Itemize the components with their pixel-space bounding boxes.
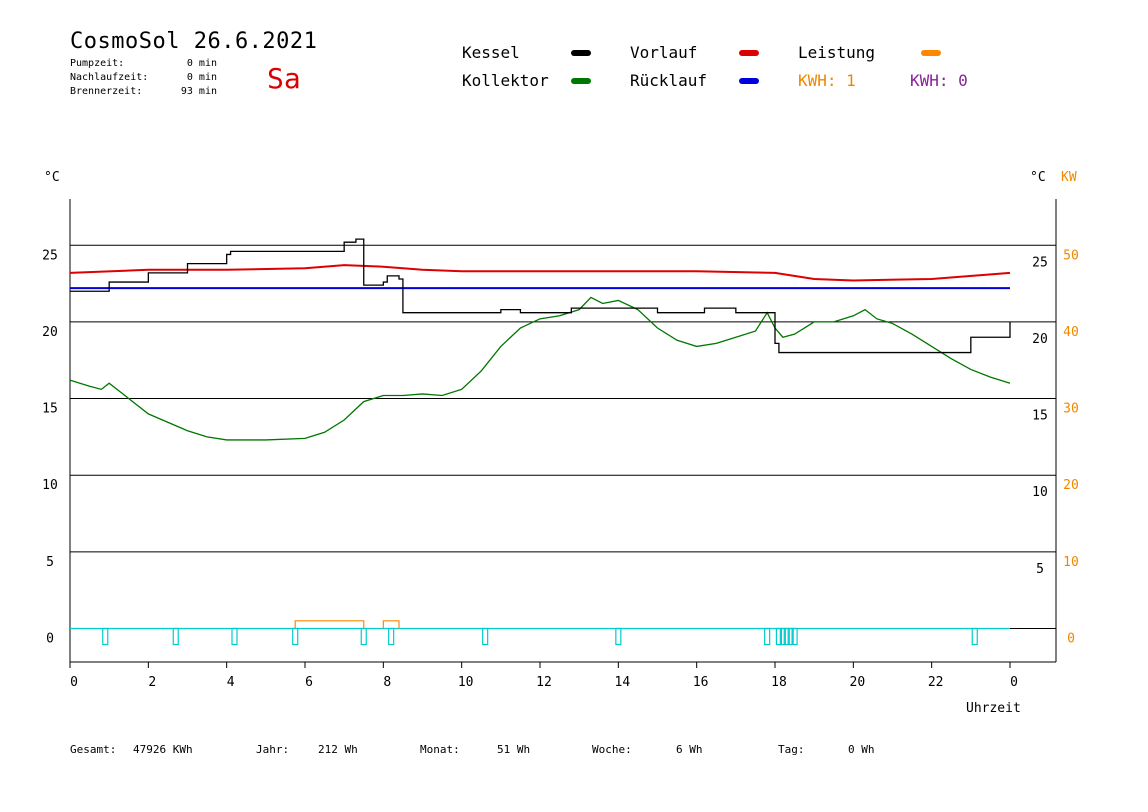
- x-axis-label: Uhrzeit: [966, 701, 1021, 716]
- pump-pulse: [971, 627, 978, 646]
- x-tick-label: 22: [928, 675, 944, 690]
- series-kessel: [70, 238, 1011, 354]
- pump-pulse: [764, 627, 771, 646]
- right-axis-unit: °C: [1030, 170, 1046, 185]
- y-right-kw-tick-label: 0: [1067, 632, 1075, 647]
- nachlaufzeit-label: Nachlaufzeit:: [70, 72, 149, 83]
- right-axis-unit-kw: KW: [1061, 170, 1077, 185]
- pump-pulse: [775, 627, 783, 646]
- pump-pulse: [779, 627, 786, 646]
- legend-vorlauf-swatch: [739, 50, 759, 56]
- x-tick-label: 6: [305, 675, 313, 690]
- pump-pulse: [172, 627, 179, 646]
- y-left-tick-label: 25: [42, 248, 58, 263]
- series-kollektor: [69, 296, 1011, 441]
- pump-pulse: [783, 627, 790, 646]
- y-right-tick-label: 20: [1032, 332, 1048, 347]
- left-axis-unit: °C: [44, 170, 60, 185]
- footer-monat-value: 51 Wh: [497, 743, 531, 756]
- footer-monat-label: Monat:: [420, 743, 460, 756]
- x-tick-label: 12: [536, 675, 552, 690]
- y-right-kw-tick-label: 40: [1063, 325, 1079, 340]
- y-left-tick-label: 5: [46, 555, 54, 570]
- series-vorlauf: [69, 264, 1011, 282]
- y-left-tick-label: 15: [42, 402, 58, 417]
- x-tick-label: 18: [771, 675, 787, 690]
- x-tick-label: 2: [148, 675, 156, 690]
- pump-pulse: [791, 627, 798, 646]
- y-right-tick-label: 15: [1032, 409, 1048, 424]
- y-right-tick-label: 25: [1032, 255, 1048, 270]
- y-right-tick-label: 10: [1032, 485, 1048, 500]
- x-tick-label: 4: [227, 675, 235, 690]
- legend-kollektor-swatch: [571, 78, 591, 84]
- x-tick-label: 10: [458, 675, 474, 690]
- pump-pulse: [388, 627, 395, 646]
- pump-pulse: [102, 627, 109, 646]
- pump-pulse: [292, 627, 299, 646]
- pump-pulse: [231, 627, 238, 646]
- pump-pulse: [787, 627, 794, 646]
- legend-leistung-swatch: [921, 50, 941, 56]
- legend-kwh0-label: KWH: 0: [910, 71, 968, 90]
- footer-tag-label: Tag:: [778, 743, 805, 756]
- legend-ruecklauf-swatch: [739, 78, 759, 84]
- legend-ruecklauf-label: Rücklauf: [630, 71, 708, 90]
- pumpzeit-value: 0 min: [186, 58, 217, 69]
- x-tick-label: 0: [1010, 675, 1018, 690]
- footer-gesamt-value: 47926 KWh: [133, 743, 193, 756]
- y-left-tick-label: 20: [42, 325, 58, 340]
- pump-pulse: [360, 627, 367, 646]
- footer-jahr-label: Jahr:: [256, 743, 290, 756]
- legend-kollektor-label: Kollektor: [462, 71, 549, 90]
- y-right-kw-tick-label: 20: [1063, 478, 1079, 493]
- legend-kwh1-label: KWH: 1: [798, 71, 856, 90]
- x-tick-label: 20: [850, 675, 866, 690]
- weekday-label: Sa: [267, 62, 301, 95]
- footer-woche-value: 6 Wh: [676, 743, 703, 756]
- brennerzeit-value: 93 min: [180, 86, 217, 97]
- y-right-kw-tick-label: 30: [1063, 402, 1079, 417]
- y-left-tick-label: 10: [42, 478, 58, 493]
- pump-pulse: [615, 627, 622, 646]
- nachlaufzeit-value: 0 min: [186, 72, 217, 83]
- y-right-kw-tick-label: 50: [1063, 248, 1079, 263]
- legend-kessel-swatch: [571, 50, 591, 56]
- x-tick-label: 14: [615, 675, 631, 690]
- x-tick-label: 16: [693, 675, 709, 690]
- brennerzeit-label: Brennerzeit:: [70, 86, 143, 97]
- y-right-tick-label: 5: [1036, 562, 1044, 577]
- y-right-kw-tick-label: 10: [1063, 555, 1079, 570]
- legend-leistung-label: Leistung: [798, 43, 876, 62]
- x-tick-label: 0: [70, 675, 78, 690]
- pumpzeit-label: Pumpzeit:: [70, 58, 125, 69]
- chart-title: CosmoSol 26.6.2021: [70, 29, 318, 54]
- leistung-block: [294, 620, 365, 629]
- footer-tag-value: 0 Wh: [848, 743, 875, 756]
- legend-kessel-label: Kessel: [462, 43, 520, 62]
- footer-jahr-value: 212 Wh: [318, 743, 358, 756]
- legend-vorlauf-label: Vorlauf: [630, 43, 698, 62]
- y-left-tick-label: 0: [46, 632, 54, 647]
- footer-gesamt-label: Gesamt:: [70, 743, 117, 756]
- footer-woche-label: Woche:: [592, 743, 632, 756]
- leistung-block: [382, 620, 400, 629]
- x-tick-label: 8: [383, 675, 391, 690]
- pump-pulse: [482, 627, 489, 646]
